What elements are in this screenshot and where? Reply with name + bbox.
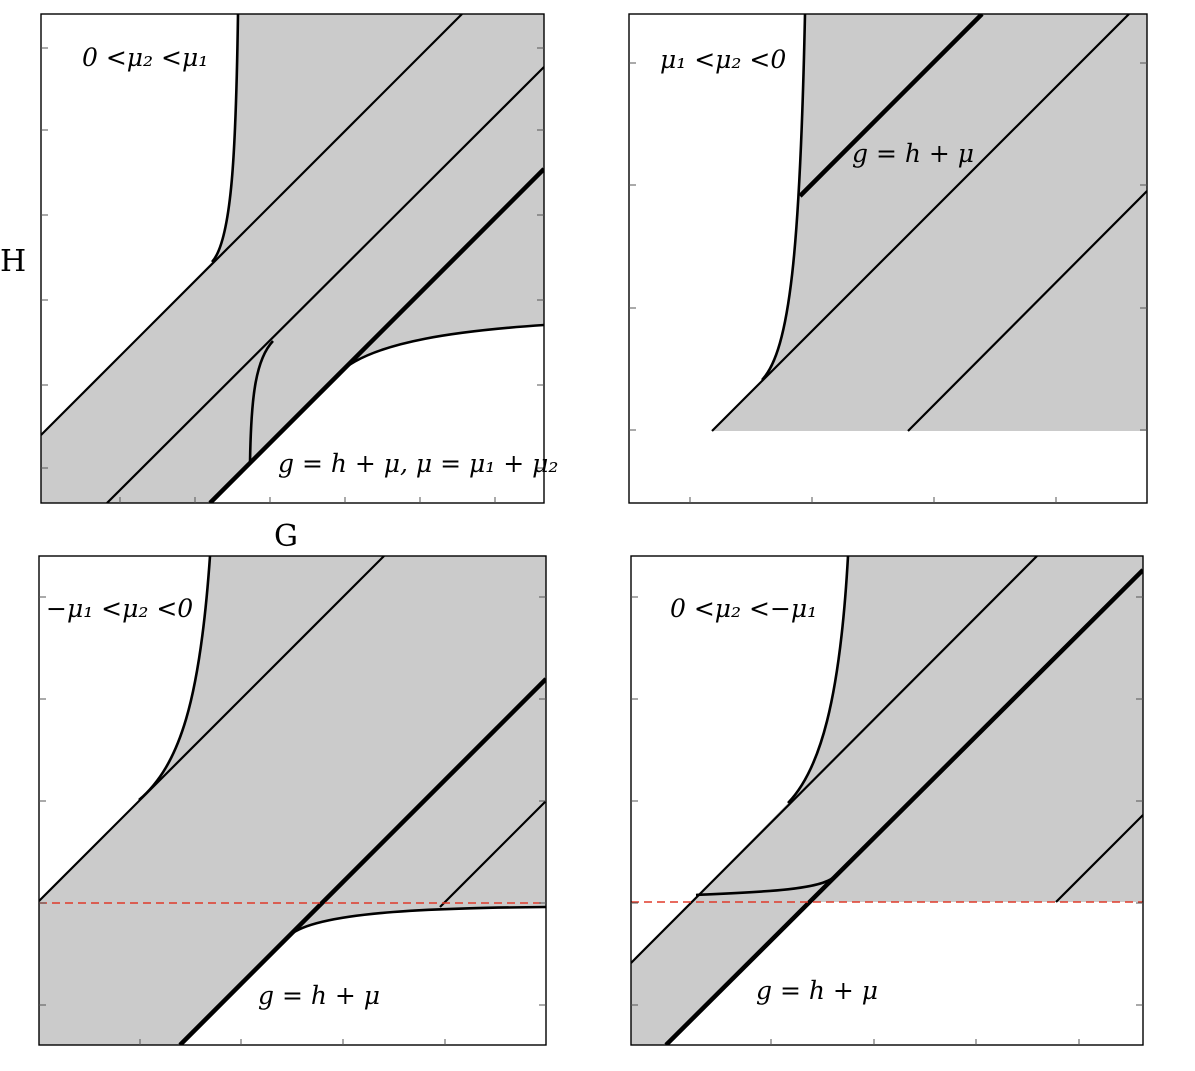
boundary-line-right — [1055, 814, 1143, 903]
shaded-region — [631, 556, 1143, 1045]
line-label: g = h + μ — [852, 139, 974, 168]
line-g-equals-h-plus-mu — [798, 14, 984, 198]
panel-frame — [628, 13, 1148, 504]
boundary-line-right — [907, 190, 1147, 432]
condition-label: 0 <μ₂ <−μ₁ — [670, 594, 817, 623]
condition-label: μ₁ <μ₂ <0 — [660, 45, 786, 74]
lower-right-curve — [336, 323, 544, 376]
ticks — [631, 596, 1143, 1045]
boundary-line-left — [711, 14, 1130, 432]
ticks — [629, 62, 1147, 503]
line-g-equals-h-plus-mu — [178, 677, 546, 1045]
boundary-line-right — [439, 800, 546, 908]
x-axis-label: G — [274, 519, 298, 554]
boundary-line-left — [39, 556, 385, 902]
boundary-line-middle — [106, 66, 544, 503]
left-curve — [761, 14, 807, 381]
line-label: g = h + μ, μ = μ₁ + μ₂ — [278, 449, 558, 478]
shaded-region — [41, 14, 544, 503]
boundary-line-left — [41, 14, 463, 436]
condition-label: 0 <μ₂ <μ₁ — [82, 43, 208, 72]
line-g-equals-h-plus-mu — [208, 167, 544, 503]
panel-frame — [40, 13, 545, 504]
y-axis-label: H — [0, 244, 26, 279]
panel-bottom-left: −μ₁ <μ₂ <0 g = h + μ — [38, 555, 547, 1046]
condition-label: −μ₁ <μ₂ <0 — [46, 594, 193, 623]
panel-bottom-right: 0 <μ₂ <−μ₁ g = h + μ — [630, 555, 1144, 1046]
line-g-equals-h-plus-mu — [664, 568, 1143, 1045]
ticks — [41, 47, 544, 503]
shaded-region — [712, 14, 1147, 431]
ticks — [39, 596, 546, 1045]
lower-right-curve — [289, 905, 546, 937]
panel-top-right: μ₁ <μ₂ <0 g = h + μ — [628, 13, 1148, 504]
upper-left-curve — [787, 556, 850, 804]
shaded-region — [39, 556, 546, 1045]
upper-left-curve — [211, 14, 240, 263]
inner-transition-curve — [248, 340, 274, 464]
line-label: g = h + μ — [756, 976, 878, 1005]
panel-top-left: 0 <μ₂ <μ₁ g = h + μ, μ = μ₁ + μ₂ — [40, 13, 558, 504]
upper-left-curve — [138, 556, 212, 801]
line-label: g = h + μ — [258, 981, 380, 1010]
inner-transition-curve — [695, 875, 835, 897]
